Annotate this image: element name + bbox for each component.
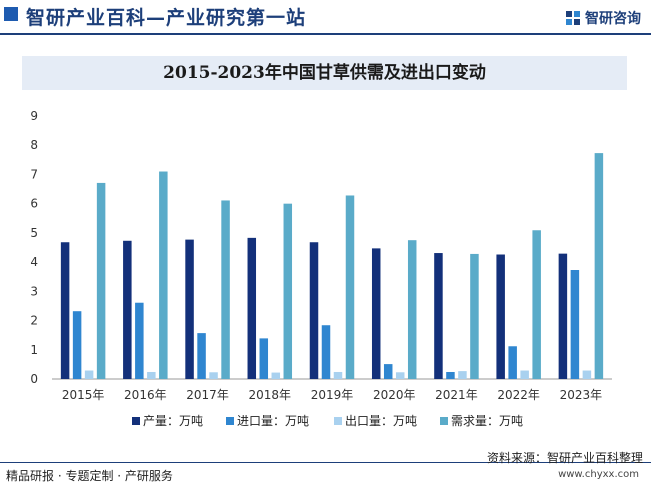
y-tick-label: 4 [30, 255, 38, 269]
legend-label: 产量：万吨 [143, 414, 203, 428]
bar [159, 171, 168, 379]
bar [135, 302, 144, 379]
legend-label: 需求量：万吨 [451, 414, 523, 428]
header-marker [4, 7, 18, 21]
x-tick-label: 2015年 [62, 388, 105, 402]
x-tick-label: 2019年 [311, 388, 354, 402]
y-tick-label: 3 [30, 284, 38, 298]
bar [309, 242, 319, 379]
bar [283, 203, 293, 379]
bar [371, 248, 381, 379]
bar [594, 153, 604, 379]
x-tick-label: 2022年 [497, 388, 540, 402]
bar [123, 240, 132, 379]
y-tick-label: 5 [30, 226, 38, 240]
bar [508, 346, 517, 379]
x-axis: 2015年 2016年 2017年 2018年 2019年 2020年 2021年 2022年… [52, 378, 612, 402]
bar [147, 371, 156, 379]
bar [407, 240, 417, 379]
y-tick-label: 7 [30, 167, 38, 181]
bar [185, 239, 194, 379]
bar [72, 311, 82, 379]
bar [271, 372, 281, 379]
header-bar: 智研产业百科—产业研究第一站 智研咨询 [0, 0, 651, 33]
y-tick-label: 0 [30, 372, 38, 386]
chart-title-box: 2015-2023年中国甘草供需及进出口变动 [22, 56, 627, 90]
footer-url: www.chyxx.com [558, 469, 639, 480]
chart-bars [60, 153, 604, 379]
y-tick-label: 1 [30, 343, 38, 357]
bar [434, 253, 443, 379]
bar [458, 371, 467, 379]
legend-swatch [440, 417, 448, 425]
bar [558, 253, 568, 379]
brand-logo-icon [566, 11, 580, 25]
bar [582, 370, 592, 379]
bar [383, 364, 393, 379]
chart-legend: 产量：万吨 进口量：万吨 出口量：万吨 需求量：万吨 [132, 414, 523, 428]
bar [247, 237, 257, 379]
bar [60, 242, 70, 379]
legend-swatch [334, 417, 342, 425]
bar [321, 325, 331, 379]
x-tick-label: 2020年 [373, 388, 416, 402]
y-tick-label: 8 [30, 138, 38, 152]
bar [221, 200, 230, 379]
header-divider [0, 33, 651, 35]
bar [570, 270, 580, 379]
x-tick-label: 2021年 [435, 388, 478, 402]
y-tick-label: 6 [30, 197, 38, 211]
header-title: 智研产业百科—产业研究第一站 [26, 7, 307, 29]
bar [446, 371, 455, 379]
brand-name: 智研咨询 [585, 11, 641, 27]
bar [333, 371, 343, 379]
brand: 智研咨询 [565, 8, 641, 28]
bar [496, 254, 505, 379]
bar [96, 182, 106, 379]
legend-label: 出口量：万吨 [345, 414, 417, 428]
bar [345, 195, 355, 379]
bar [259, 338, 269, 379]
footer: 精品研报 · 专题定制 · 产研服务 资料来源：智研产业百科整理 www.chy… [0, 451, 651, 488]
x-tick-label: 2023年 [560, 388, 603, 402]
chart-title: 2015-2023年中国甘草供需及进出口变动 [163, 63, 486, 83]
x-tick-label: 2018年 [249, 388, 292, 402]
y-tick-label: 2 [30, 314, 38, 328]
y-axis: 0 1 2 3 4 5 6 7 8 9 [30, 109, 38, 386]
bar [395, 372, 405, 379]
legend-swatch [132, 417, 140, 425]
bar [197, 333, 206, 379]
bar [209, 372, 218, 379]
x-tick-label: 2016年 [124, 388, 167, 402]
bar [470, 253, 479, 379]
legend-label: 进口量：万吨 [237, 414, 309, 428]
bar [532, 230, 541, 379]
footer-source: 资料来源：智研产业百科整理 [486, 451, 643, 465]
x-tick-label: 2017年 [186, 388, 229, 402]
y-tick-label: 9 [30, 109, 38, 123]
footer-tagline: 精品研报 · 专题定制 · 产研服务 [6, 469, 173, 483]
legend-swatch [226, 417, 234, 425]
bar [84, 370, 94, 379]
bar [520, 370, 529, 379]
